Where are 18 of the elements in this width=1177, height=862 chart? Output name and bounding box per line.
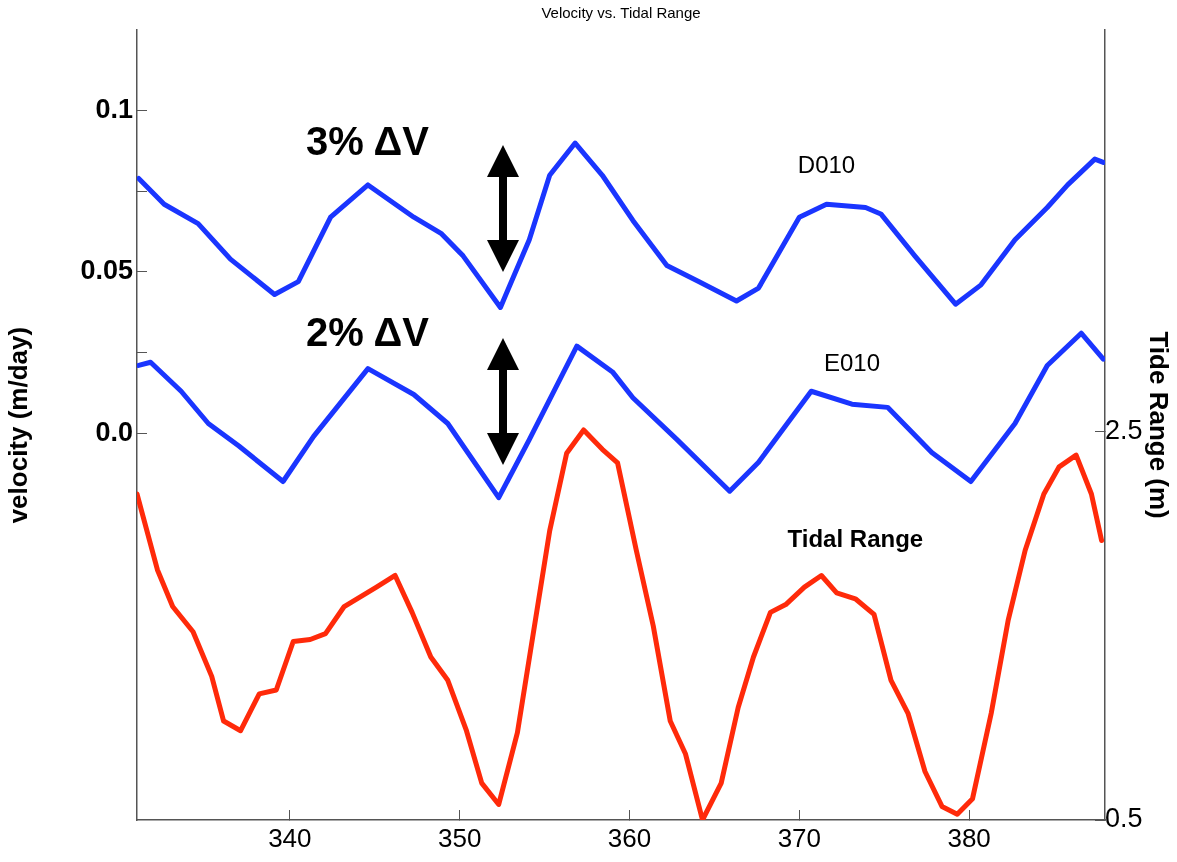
x-tick-label: 370 xyxy=(777,822,822,853)
x-tick-label: 340 xyxy=(268,822,312,853)
annotation: 2% ΔV xyxy=(305,310,430,355)
x-tick-label: 380 xyxy=(947,822,991,853)
annotation: 3% ΔV xyxy=(305,118,430,163)
y2-tick-label: 2.5 xyxy=(1105,415,1143,446)
series-label: Tidal Range xyxy=(787,525,924,553)
series-label: D010 xyxy=(797,150,856,178)
y2-axis-title: Tide Range (m) xyxy=(1144,331,1175,519)
y-tick-label: 0.1 xyxy=(95,94,133,125)
x-tick-label: 350 xyxy=(437,822,482,853)
x-tick-label: 360 xyxy=(607,822,652,853)
y-tick-label: 0.0 xyxy=(95,416,133,447)
y2-tick-label: 0.5 xyxy=(1105,803,1143,834)
chart-title: Velocity vs. Tidal Range xyxy=(541,4,701,22)
y-tick-label: 0.05 xyxy=(80,255,133,286)
series-label: E010 xyxy=(823,348,880,376)
y-axis-title: velocity (m/day) xyxy=(2,326,33,524)
